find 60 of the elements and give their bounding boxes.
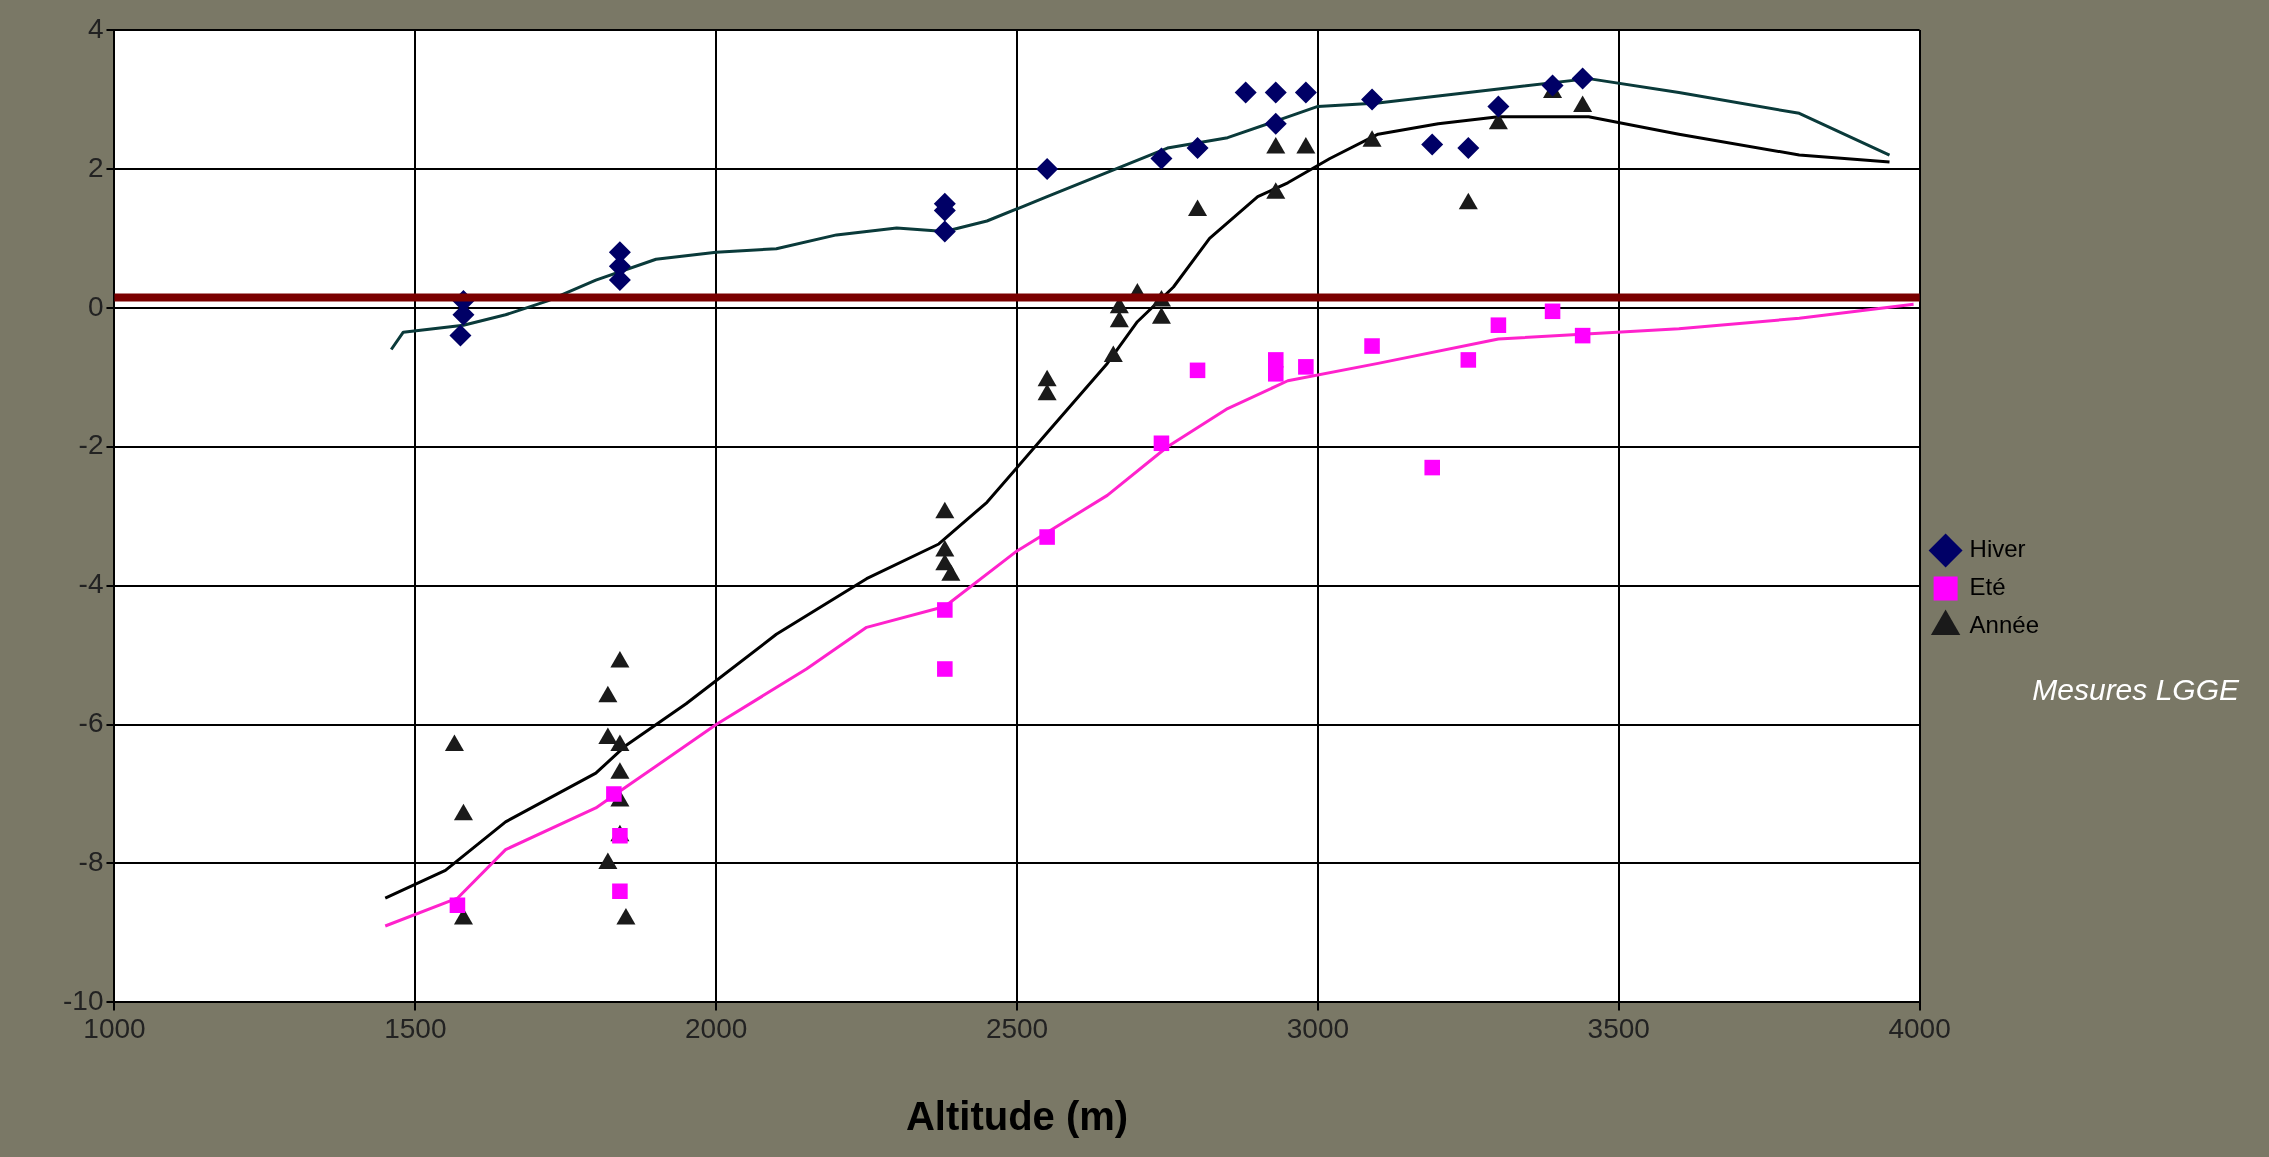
y-tick-label: -8 <box>78 846 104 878</box>
point <box>1490 317 1507 333</box>
point <box>941 564 961 581</box>
point <box>1421 133 1444 156</box>
point <box>937 661 953 677</box>
point <box>1267 366 1284 382</box>
x-tick-label: 2000 <box>685 1012 748 1044</box>
legend-label: Hiver <box>1969 535 2026 563</box>
point <box>935 539 955 557</box>
point <box>1571 67 1594 90</box>
point <box>1544 303 1561 320</box>
point <box>453 803 473 821</box>
point <box>1541 74 1564 97</box>
y-tick-label: 4 <box>87 12 104 44</box>
point <box>1361 88 1384 111</box>
x-tick-label: 2500 <box>985 1012 1049 1044</box>
point <box>1234 81 1257 104</box>
point <box>1294 81 1317 104</box>
x-tick-label: 3500 <box>1587 1012 1650 1044</box>
point <box>1036 157 1059 180</box>
x-axis-title: Altitude (m) <box>905 1094 1129 1139</box>
legend-label: Année <box>1969 611 2040 639</box>
point <box>1460 352 1477 368</box>
point <box>610 762 630 779</box>
point <box>1037 369 1057 387</box>
text: Mesures LGGE <box>2032 672 2240 706</box>
y-tick-label: 2 <box>87 151 104 183</box>
point <box>1153 435 1170 452</box>
point <box>1264 112 1287 135</box>
y-tick-label: -6 <box>78 707 104 739</box>
point <box>1189 362 1206 379</box>
point <box>1364 338 1380 354</box>
point <box>1186 137 1209 160</box>
y-tick-label: -2 <box>78 429 104 461</box>
point <box>1487 95 1510 118</box>
point <box>1039 529 1055 545</box>
y-tick-label: 0 <box>87 290 104 322</box>
point <box>598 685 618 703</box>
point <box>610 734 630 751</box>
point <box>935 501 955 519</box>
point <box>598 852 618 869</box>
point <box>449 324 472 347</box>
point <box>444 734 464 751</box>
point <box>1264 81 1287 104</box>
point <box>1298 359 1314 375</box>
point <box>933 220 956 243</box>
point <box>1037 383 1057 401</box>
point <box>598 727 618 744</box>
point <box>937 602 953 618</box>
x-tick-label: 4000 <box>1888 1012 1951 1044</box>
x-tick-label: 3000 <box>1286 1012 1350 1044</box>
point <box>1457 137 1480 160</box>
point <box>1424 459 1440 476</box>
y-tick-label: -4 <box>78 568 104 600</box>
point <box>1150 147 1173 170</box>
point <box>1574 327 1591 344</box>
x-tick-label: 1500 <box>384 1012 447 1044</box>
point <box>610 651 630 668</box>
legend-label: Eté <box>1969 573 2006 601</box>
point <box>616 908 636 925</box>
